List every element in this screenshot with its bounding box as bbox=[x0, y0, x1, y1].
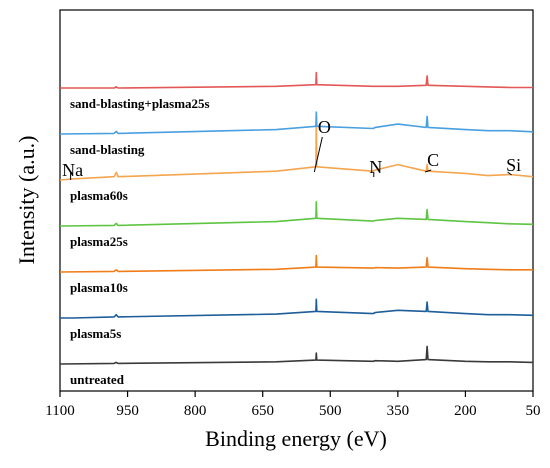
x-axis-ticks: 1100 950 800 650 500 350 200 50 bbox=[45, 391, 541, 419]
series-label: plasma5s bbox=[70, 326, 121, 341]
x-tick-label: 50 bbox=[526, 403, 541, 419]
series-label: sand-blasting bbox=[70, 142, 145, 157]
peak-label-leader bbox=[507, 171, 512, 176]
series-lines bbox=[59, 71, 534, 365]
x-tick-label: 800 bbox=[184, 403, 207, 419]
x-tick-label: 200 bbox=[454, 403, 477, 419]
peak-label: N bbox=[369, 157, 382, 177]
peak-label-leader bbox=[424, 169, 432, 173]
x-tick-label: 1100 bbox=[45, 403, 74, 419]
series-label: plasma10s bbox=[70, 280, 128, 295]
series-line-sand-blasting bbox=[59, 111, 534, 135]
series-label: plasma60s bbox=[70, 188, 128, 203]
x-axis-title: Binding energy (eV) bbox=[205, 426, 387, 451]
series-line-plasma60s bbox=[59, 122, 534, 181]
x-tick-label: 350 bbox=[387, 403, 410, 419]
series-line-untreated bbox=[59, 345, 534, 365]
plot-frame bbox=[59, 9, 534, 392]
x-tick-label: 500 bbox=[319, 403, 342, 419]
series-label: sand-blasting+plasma25s bbox=[70, 96, 210, 111]
series-label: plasma25s bbox=[70, 234, 128, 249]
series-line-sand-blasting-plasma25s bbox=[60, 71, 533, 89]
x-tick-label: 650 bbox=[251, 403, 274, 419]
y-axis-title: Intensity (a.u.) bbox=[14, 136, 39, 265]
peak-labels: Na O N C Si bbox=[62, 117, 521, 180]
peak-label: Na bbox=[62, 160, 83, 180]
series-line-plasma5s bbox=[60, 298, 534, 319]
peak-label: Si bbox=[506, 155, 521, 175]
x-tick-label: 950 bbox=[116, 403, 139, 419]
series-label: untreated bbox=[70, 372, 125, 387]
peak-label: C bbox=[427, 150, 439, 170]
series-line-plasma25s bbox=[59, 201, 534, 227]
series-labels: untreated plasma5s plasma10s plasma25s plasm… bbox=[70, 96, 210, 387]
series-line-plasma10s bbox=[59, 254, 533, 273]
peak-label-leader bbox=[313, 136, 323, 173]
peak-label: O bbox=[318, 117, 331, 137]
